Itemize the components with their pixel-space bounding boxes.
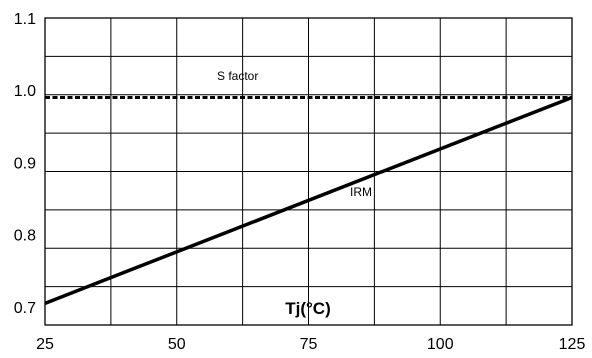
x-tick-label: 25 (36, 336, 54, 353)
x-tick-label: 75 (300, 336, 318, 353)
x-tick-label: 125 (559, 336, 586, 353)
y-tick-label: 0.8 (14, 228, 36, 245)
series-label-irm: IRM (350, 185, 372, 199)
y-tick-label: 1.0 (14, 83, 36, 100)
y-tick-label: 0.7 (14, 300, 36, 317)
series-line-irm (44, 95, 573, 305)
grid (44, 17, 573, 326)
x-tick-label: 50 (168, 336, 186, 353)
plot-frame (44, 17, 573, 326)
series-label-s-factor: S factor (217, 69, 258, 83)
y-tick-label: 0.9 (14, 155, 36, 172)
series-layer: S factor IRM (44, 69, 573, 305)
y-tick-label: 1.1 (14, 11, 36, 28)
x-axis-label: Tj(°C) (285, 299, 331, 318)
tick-labels: 25 50 75 100 125 0.7 0.8 0.9 1.0 1.1 (14, 11, 586, 353)
x-tick-label: 100 (427, 336, 454, 353)
